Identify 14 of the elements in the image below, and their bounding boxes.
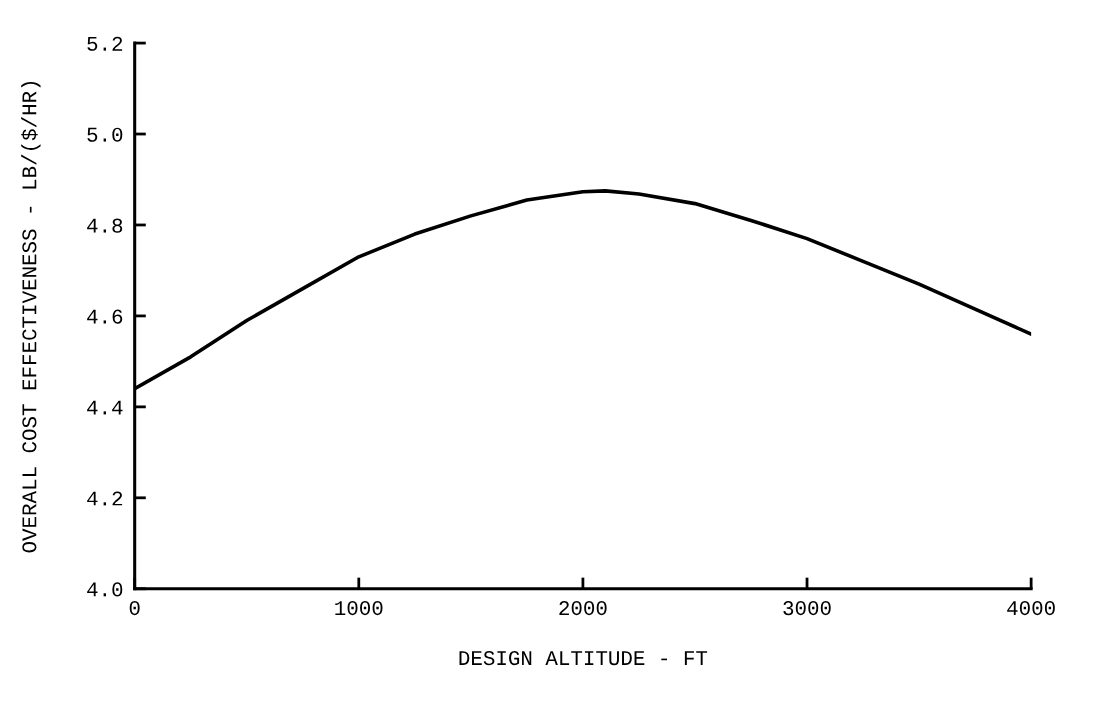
- y-tick-label: 4.4: [87, 400, 123, 415]
- x-tick-label: 3000: [783, 601, 831, 616]
- y-tick-label: 4.8: [87, 218, 123, 233]
- y-tick-label: 4.0: [87, 582, 123, 597]
- y-tick-label: 5.0: [87, 127, 123, 142]
- x-tick-label: 1000: [335, 601, 383, 616]
- y-axis-title: OVERALL COST EFFECTIVENESS - LB/($/HR): [21, 81, 41, 553]
- x-tick-label: 0: [129, 601, 140, 616]
- x-axis-title: DESIGN ALTITUDE - FT: [459, 651, 708, 666]
- y-tick-label: 4.6: [87, 309, 123, 324]
- x-tick-label: 2000: [559, 601, 607, 616]
- x-tick-label: 4000: [1007, 601, 1055, 616]
- y-tick-label: 4.2: [87, 491, 123, 506]
- y-tick-label: 5.2: [87, 36, 123, 51]
